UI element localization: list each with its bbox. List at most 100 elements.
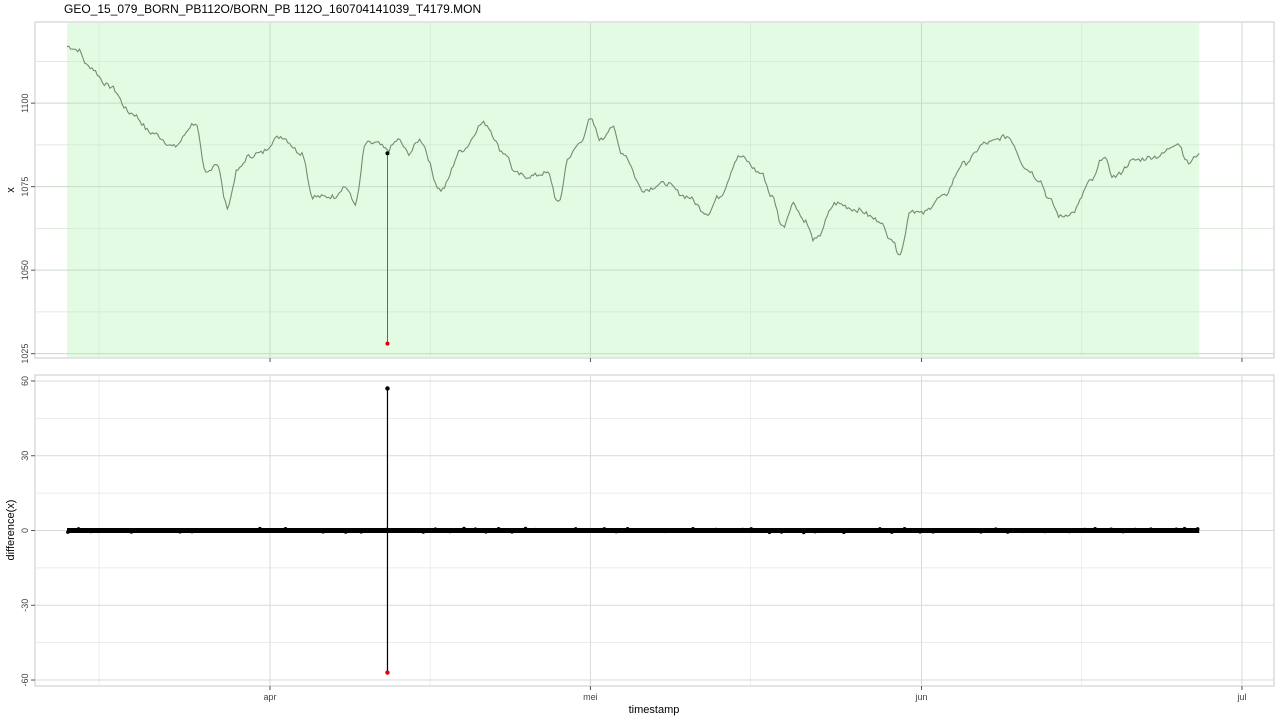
difference-point [650,529,655,533]
difference-point [295,529,300,533]
difference-point [1195,527,1200,531]
difference-point [1005,530,1010,534]
y-tick-label: 0 [20,528,30,533]
difference-point [433,527,438,531]
difference-point [217,528,222,533]
difference-point [969,528,973,532]
y-tick-label: 30 [20,451,30,461]
difference-point [190,529,194,534]
difference-point [789,528,794,532]
difference-point [942,528,946,532]
y-tick-label: 60 [20,376,30,386]
difference-point [1067,529,1072,534]
y-tick-label: 1075 [20,177,30,197]
difference-point [931,529,935,534]
panel-difference-y-ticks: -60 -30 0 30 60 [20,376,35,687]
shaded-interval [67,23,1200,357]
difference-point [1033,528,1038,533]
panel-x-y-ticks: 1025 1050 1075 1100 [20,93,35,364]
difference-point [283,527,288,531]
difference-point [562,529,566,533]
panel-difference-y-axis-label: difference(x) [5,500,17,561]
y-tick-label: 1100 [20,93,30,112]
panel-x: 1025 1050 1075 1100 x [5,21,1275,364]
difference-point [979,530,983,534]
difference-point [749,527,753,531]
difference-point [117,528,122,532]
difference-point [801,530,806,535]
difference-point [473,527,478,531]
difference-point [533,527,537,532]
difference-point [551,528,556,533]
difference-point [101,528,106,532]
difference-point [994,527,998,531]
difference-point [1160,529,1164,533]
difference-point [740,527,745,532]
difference-point [76,527,81,531]
difference-point [448,529,452,534]
x-axis-ticks: apr mei jun jul [263,358,1246,702]
difference-point [66,530,70,534]
difference-point [231,529,235,533]
x-tick-label: jun [915,692,928,702]
difference-point [691,527,695,531]
difference-point [144,528,148,533]
difference-point [890,530,894,534]
difference-point [767,530,772,534]
difference-point [258,526,262,531]
difference-point [662,529,667,534]
difference-point [700,529,705,533]
difference-point [178,529,182,534]
chart-title: GEO_15_079_BORN_PB112O/BORN_PB 112O_1607… [64,2,482,16]
difference-point [573,527,578,531]
x-tick-label: mei [583,692,598,702]
panel-x-y-axis-label: x [5,187,17,193]
difference-point [166,529,171,533]
x-tick-label: apr [263,692,276,702]
difference-point [496,527,501,531]
difference-point [359,530,364,534]
difference-point [813,529,817,534]
difference-point [958,528,962,532]
difference-point [321,529,325,534]
difference-point [394,528,398,533]
difference-point [1149,527,1153,531]
difference-point [462,526,466,531]
spike-point-top [385,386,390,391]
difference-point [1093,527,1097,531]
difference-point [343,530,348,534]
difference-point [333,529,337,533]
difference-point [1174,527,1179,532]
difference-point [714,527,718,532]
difference-point [855,528,859,532]
difference-point [639,529,644,533]
difference-point [902,527,907,531]
difference-point [1043,529,1047,534]
difference-point [484,530,488,534]
difference-point [1021,529,1025,534]
difference-point [89,529,93,534]
panel-difference: -60 -30 0 30 60 difference(x) [5,374,1275,687]
y-tick-label: 1050 [20,260,30,280]
difference-point [779,530,784,534]
y-tick-label: -60 [20,674,30,687]
difference-point [676,528,680,533]
difference-point [510,530,514,534]
difference-point [878,527,882,531]
difference-point [202,528,206,532]
difference-point [842,530,846,534]
difference-point [587,528,591,533]
panel-x-gridlines [35,23,1274,357]
difference-point [1058,528,1063,532]
difference-point [153,528,157,533]
difference-point [1182,526,1187,531]
outlier-point-bottom [385,341,390,346]
y-tick-label: 1025 [20,344,30,364]
difference-point [266,528,270,532]
difference-point [602,527,607,531]
series-line-x [66,45,1200,256]
outlier-point-top [385,151,390,156]
difference-point [309,528,313,532]
difference-point [1082,527,1087,532]
